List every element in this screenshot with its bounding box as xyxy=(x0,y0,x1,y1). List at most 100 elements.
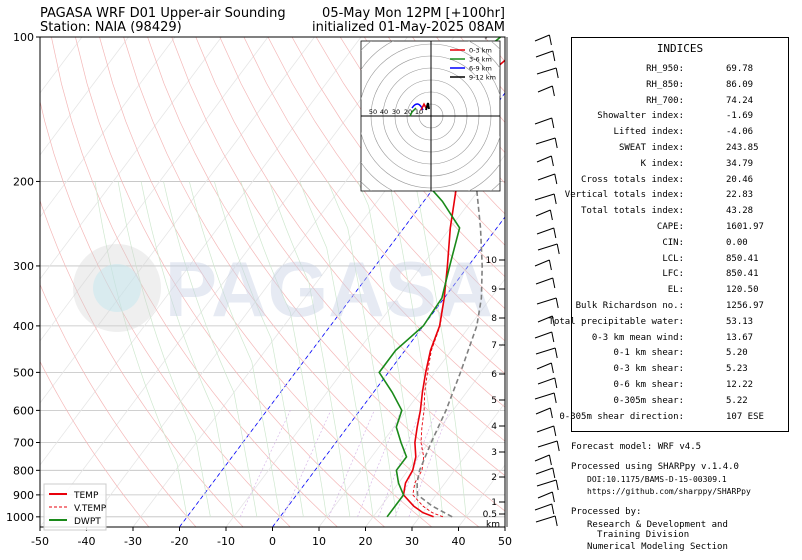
height-label: 7 xyxy=(491,341,497,351)
isotherm-line xyxy=(411,402,505,527)
index-value: 86.09 xyxy=(726,79,754,90)
index-value: 53.13 xyxy=(726,316,754,327)
x-tick-label: 20 xyxy=(359,535,373,548)
index-value: 34.79 xyxy=(726,158,754,169)
index-value: 5.22 xyxy=(726,395,748,406)
index-label: CAPE: xyxy=(656,222,684,232)
hodograph-legend-label: 6-9 km xyxy=(469,65,492,73)
valid-time: 05-May Mon 12PM [+100hr] xyxy=(322,6,505,21)
index-label: Total precipitable water: xyxy=(548,316,684,327)
dry-adiabat xyxy=(40,283,197,527)
moist-adiabat xyxy=(299,181,374,517)
moist-adiabat xyxy=(240,181,327,517)
axis-layer: -50 -40 -30 -20 -10 0 10 20 30 40 5010020030040050… xyxy=(6,31,512,548)
index-row: Total totals index: 43.28 xyxy=(572,206,788,221)
wind-barb-flag xyxy=(554,347,558,359)
wind-barb-flag xyxy=(550,362,554,374)
wind-barb-flag xyxy=(551,117,555,129)
wind-barb-staff xyxy=(537,243,558,251)
index-value: 22.83 xyxy=(726,190,754,201)
index-value: 0.00 xyxy=(726,237,748,248)
index-value: 107 ESE xyxy=(726,411,764,422)
dry-adiabat xyxy=(243,37,505,375)
moist-adiabat xyxy=(213,181,304,517)
index-value: 5.23 xyxy=(726,364,748,375)
wind-barb-staff xyxy=(537,491,553,499)
index-label: LFC: xyxy=(662,269,684,280)
wind-barb-staff xyxy=(535,50,553,58)
watermark-seal xyxy=(73,244,161,332)
index-row: SWEAT index: 243.85 xyxy=(572,143,788,158)
legend-temp-label: TEMP xyxy=(73,491,99,501)
isotherm-line xyxy=(40,37,222,280)
index-row: Cross totals index: 20.46 xyxy=(572,175,788,190)
hodograph-legend-label: 0-3 km xyxy=(469,47,492,55)
index-label: Bulk Richardson no.: xyxy=(575,301,684,311)
footer-processed-by: Processed by: xyxy=(571,507,642,517)
wind-barb-staff xyxy=(536,479,557,487)
isotherm-line xyxy=(40,37,83,94)
wind-barb-flag xyxy=(554,377,558,389)
wind-barb-flag xyxy=(551,85,555,97)
hodograph-ring-label: 50 xyxy=(369,108,377,116)
wind-barb-staff xyxy=(535,347,556,355)
x-tick-label: -50 xyxy=(31,535,49,548)
hodograph-legend-label: 3-6 km xyxy=(469,56,492,64)
legend-vtemp-label: V.TEMP xyxy=(74,504,107,514)
dry-adiabat xyxy=(123,37,480,527)
wind-barb-staff xyxy=(537,377,555,385)
index-label: K index: xyxy=(640,158,684,169)
mixing-ratio-line xyxy=(282,410,332,517)
height-axis: 1 0.5 2 3 4 5 6 7 8 9 10 km xyxy=(483,256,505,530)
index-row: LCL: 850.41 xyxy=(572,254,788,269)
index-row: CIN: 0.00 xyxy=(572,238,788,253)
y-tick-label: 500 xyxy=(13,366,34,379)
hodograph-inset: 50 40 30 20 10 0-3 km3-6 km6-9 km9-12 km xyxy=(360,40,501,192)
height-label: 0.5 xyxy=(483,510,497,520)
dry-adiabat xyxy=(99,37,433,527)
hodograph-ring-label: 40 xyxy=(380,108,388,116)
legend: TEMP V.TEMP DWPT xyxy=(43,483,107,531)
moist-adiabat xyxy=(140,181,234,517)
footer-org-3: Numerical Modeling Section xyxy=(587,542,728,552)
watermark-seal-inner xyxy=(93,264,141,312)
x-tick-label: 10 xyxy=(312,535,326,548)
footer-processed-with: Processed using SHARPpy v.1.4.0 xyxy=(571,462,739,472)
wind-barb-staff xyxy=(534,331,552,339)
index-row: EL: 120.50 xyxy=(572,285,788,300)
isotherm-line xyxy=(40,37,129,156)
index-label: 0-305m shear: xyxy=(613,395,684,406)
index-value: 850.41 xyxy=(726,253,759,264)
wind-barb-flag xyxy=(551,315,555,327)
wind-barb-flag xyxy=(553,425,557,437)
index-row: 0-3 km shear: 5.23 xyxy=(572,364,788,379)
wind-barb-staff xyxy=(534,117,552,125)
mixing-ratio-line xyxy=(408,410,450,517)
index-label: CIN: xyxy=(662,237,684,248)
y-tick-label: 700 xyxy=(13,437,34,450)
y-tick-label: 400 xyxy=(13,320,34,333)
hodograph-ring-label: 30 xyxy=(392,108,400,116)
height-label: 6 xyxy=(491,370,497,380)
index-label: Showalter index: xyxy=(597,111,684,122)
footer-doi: DOI:10.1175/BAMS-D-15-00309.1 xyxy=(587,475,727,484)
wind-barb-staff xyxy=(535,209,551,217)
dry-adiabat xyxy=(219,37,505,408)
footer-model: Forecast model: WRF v4.5 xyxy=(571,442,702,452)
wind-barb-flag xyxy=(554,515,558,527)
wind-barb-staff xyxy=(535,467,553,475)
y-tick-label: 900 xyxy=(13,489,34,502)
mixing-ratio-line xyxy=(328,410,375,517)
wind-barb-staff xyxy=(536,155,552,163)
dry-adiabat xyxy=(75,37,385,527)
mixing-ratio-line xyxy=(239,410,291,517)
wind-barb-staff xyxy=(534,259,550,267)
x-tick-label: 50 xyxy=(498,535,512,548)
footer-url: https://github.com/sharppy/SHARPpy xyxy=(587,487,751,496)
moist-adiabat xyxy=(163,181,258,517)
index-label: Vertical totals index: xyxy=(564,190,684,201)
index-value: 1256.97 xyxy=(726,301,764,311)
wind-barb-flag xyxy=(556,243,560,255)
index-value: -4.06 xyxy=(726,127,754,138)
init-time: initialized 01-May-2025 08AM xyxy=(311,20,505,35)
